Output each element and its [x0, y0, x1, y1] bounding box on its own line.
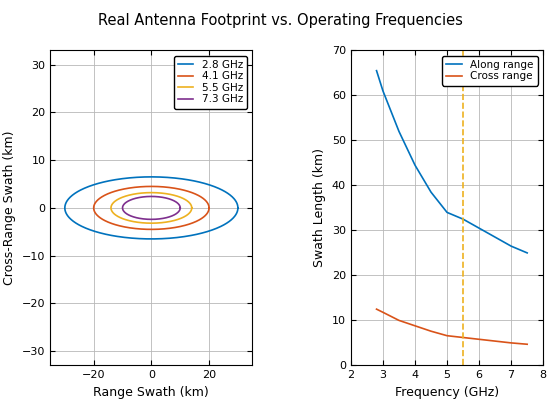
5.5 GHz: [108, 203, 115, 208]
Line: Cross range: Cross range: [376, 309, 527, 344]
Cross range: [508, 340, 515, 345]
Cross range: [476, 337, 483, 342]
4.1 GHz: [148, 184, 155, 189]
Cross range: [395, 318, 402, 323]
7.3 GHz: [124, 212, 131, 217]
Along range: [476, 226, 483, 231]
5.5 GHz: [108, 204, 115, 209]
7.3 GHz: [148, 194, 155, 199]
Cross range: [373, 307, 380, 312]
4.1 GHz: [206, 205, 212, 210]
Cross range: [492, 339, 498, 344]
4.1 GHz: [91, 202, 97, 207]
5.5 GHz: [109, 210, 116, 215]
4.1 GHz: [148, 227, 155, 232]
2.8 GHz: [64, 214, 71, 219]
5.5 GHz: [188, 207, 195, 213]
Legend: 2.8 GHz, 4.1 GHz, 5.5 GHz, 7.3 GHz: 2.8 GHz, 4.1 GHz, 5.5 GHz, 7.3 GHz: [174, 55, 247, 109]
5.5 GHz: [115, 214, 122, 219]
2.8 GHz: [234, 209, 241, 214]
Along range: [524, 250, 530, 255]
Text: Real Antenna Footprint vs. Operating Frequencies: Real Antenna Footprint vs. Operating Fre…: [97, 13, 463, 28]
7.3 GHz: [177, 205, 184, 210]
7.3 GHz: [148, 217, 155, 222]
5.5 GHz: [166, 219, 172, 224]
2.8 GHz: [62, 201, 69, 206]
2.8 GHz: [235, 205, 241, 210]
X-axis label: Frequency (GHz): Frequency (GHz): [395, 386, 499, 399]
7.3 GHz: [177, 205, 184, 210]
4.1 GHz: [206, 208, 212, 213]
Along range: [412, 163, 418, 168]
Cross range: [524, 342, 530, 347]
4.1 GHz: [174, 225, 180, 230]
5.5 GHz: [188, 205, 195, 210]
2.8 GHz: [148, 174, 155, 179]
Text: 5.5: 5.5: [465, 62, 475, 78]
4.1 GHz: [92, 211, 99, 216]
Line: 7.3 GHz: 7.3 GHz: [123, 197, 180, 219]
Line: 5.5 GHz: 5.5 GHz: [111, 193, 192, 223]
Line: Along range: Along range: [376, 71, 527, 253]
Line: 2.8 GHz: 2.8 GHz: [65, 177, 238, 239]
Along range: [373, 68, 380, 73]
Cross range: [460, 335, 466, 340]
7.3 GHz: [176, 207, 183, 212]
7.3 GHz: [119, 204, 126, 209]
2.8 GHz: [186, 233, 193, 238]
X-axis label: Range Swath (km): Range Swath (km): [94, 386, 209, 399]
Along range: [444, 210, 450, 215]
Y-axis label: Swath Length (km): Swath Length (km): [314, 148, 326, 268]
Along range: [460, 217, 466, 222]
Y-axis label: Cross-Range Swath (km): Cross-Range Swath (km): [3, 131, 16, 285]
Along range: [380, 88, 386, 93]
Cross range: [380, 310, 386, 315]
5.5 GHz: [148, 190, 155, 195]
4.1 GHz: [91, 203, 97, 208]
4.1 GHz: [101, 218, 108, 223]
2.8 GHz: [148, 236, 155, 241]
Line: 4.1 GHz: 4.1 GHz: [94, 186, 209, 229]
7.3 GHz: [161, 215, 167, 220]
Cross range: [412, 323, 418, 328]
Along range: [508, 244, 515, 249]
2.8 GHz: [62, 202, 69, 207]
4.1 GHz: [206, 205, 212, 210]
2.8 GHz: [77, 223, 84, 228]
Along range: [395, 129, 402, 134]
5.5 GHz: [188, 205, 195, 210]
Along range: [492, 235, 498, 240]
Cross range: [444, 333, 450, 338]
7.3 GHz: [120, 208, 127, 213]
2.8 GHz: [235, 205, 241, 210]
5.5 GHz: [148, 220, 155, 226]
Legend: Along range, Cross range: Along range, Cross range: [442, 55, 538, 86]
Cross range: [428, 329, 435, 334]
7.3 GHz: [119, 204, 126, 209]
Along range: [428, 190, 435, 195]
